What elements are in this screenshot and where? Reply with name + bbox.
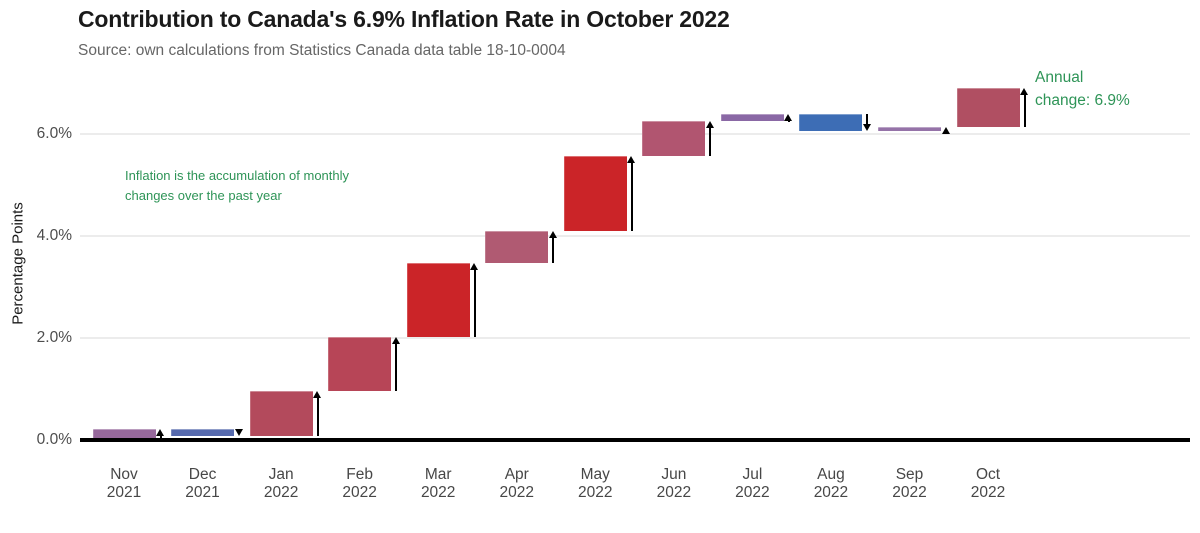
up-arrow-icon (156, 429, 164, 437)
x-tick-text: 2022 (263, 484, 299, 501)
waterfall-bar (799, 114, 863, 131)
x-tick-text: Oct (975, 466, 1001, 483)
down-arrow-icon (862, 123, 871, 131)
up-arrow-icon (313, 390, 322, 398)
chart-title: Contribution to Canada's 6.9% Inflation … (78, 6, 730, 32)
gridline (80, 337, 1190, 339)
x-tick-label: Jun 2022 (632, 466, 716, 502)
down-arrow-icon (234, 429, 243, 437)
x-tick-text: 2022 (656, 484, 692, 501)
up-arrow-icon (470, 263, 479, 271)
waterfall-bar (956, 88, 1020, 128)
up-arrow-icon (705, 121, 714, 129)
x-tick-text: Dec (188, 466, 217, 483)
x-tick-text: 2022 (499, 484, 534, 501)
waterfall-bar (406, 263, 470, 337)
change-arrow-line (473, 270, 476, 337)
change-arrow-line (866, 114, 869, 124)
waterfall-bar (249, 390, 313, 437)
x-tick-text: Jun (661, 466, 687, 483)
x-tick-text: 2022 (735, 484, 770, 501)
change-arrow-line (1023, 95, 1026, 128)
x-tick-label: Jan 2022 (239, 466, 323, 502)
annual-change-note: Annual change: 6.9% (1035, 66, 1130, 112)
x-tick-text: 2022 (578, 484, 613, 501)
x-tick-label: Jul 2022 (710, 466, 794, 502)
y-axis-label: Percentage Points (9, 202, 27, 325)
x-tick-label: Dec 2021 (161, 466, 245, 502)
x-tick-text: Apr (504, 466, 529, 483)
change-arrow-line (159, 436, 162, 440)
x-tick-text: 2021 (185, 484, 220, 501)
x-tick-label: Aug 2022 (789, 466, 873, 502)
x-tick-text: Jul (742, 466, 763, 483)
waterfall-bar (485, 230, 549, 264)
x-tick-label: May 2022 (553, 466, 637, 502)
up-arrow-icon (548, 230, 557, 238)
change-arrow-line (316, 397, 319, 437)
waterfall-bar (878, 127, 941, 131)
up-arrow-icon (1020, 88, 1029, 96)
x-tick-text: Aug (817, 466, 845, 483)
x-tick-text: Nov (110, 466, 138, 483)
x-tick-text: Feb (346, 466, 373, 483)
x-tick-text: 2022 (892, 484, 927, 501)
waterfall-bar (328, 336, 392, 391)
x-tick-label: Oct 2022 (946, 466, 1030, 502)
x-tick-label: Mar 2022 (396, 466, 480, 502)
gridline (80, 235, 1190, 237)
up-arrow-icon (941, 127, 950, 135)
up-arrow-icon (391, 336, 400, 344)
x-tick-text: 2022 (420, 484, 456, 501)
change-arrow-line (709, 128, 712, 157)
x-tick-label: Feb 2022 (318, 466, 402, 502)
x-tick-text: Mar (424, 466, 452, 483)
y-tick-label: 4.0% (36, 227, 72, 244)
y-tick-label: 0.0% (36, 431, 72, 448)
inflation-note-line: Inflation is the accumulation of monthly (125, 168, 350, 183)
annual-change-note-line: Annual (1035, 69, 1084, 86)
x-axis-line (80, 438, 1190, 442)
waterfall-bar (720, 114, 784, 122)
waterfall-bar (92, 429, 156, 440)
annual-change-note-line: change: 6.9% (1035, 92, 1130, 109)
gridline (80, 133, 1190, 135)
waterfall-bar (171, 429, 235, 437)
x-tick-text: 2022 (342, 484, 377, 501)
up-arrow-icon (784, 114, 793, 122)
x-tick-text: 2021 (106, 484, 142, 501)
y-tick-label: 2.0% (36, 329, 72, 346)
x-tick-text: Jan (268, 466, 294, 483)
x-tick-text: Sep (895, 466, 924, 483)
change-arrow-line (552, 237, 555, 264)
waterfall-bar (642, 121, 706, 157)
chart-subtitle: Source: own calculations from Statistics… (78, 42, 566, 59)
x-tick-text: 2022 (970, 484, 1006, 501)
x-tick-label: Apr 2022 (475, 466, 559, 502)
inflation-note: Inflation is the accumulation of monthly… (125, 166, 349, 206)
y-tick-label: 6.0% (36, 125, 72, 142)
x-tick-text: May (580, 466, 610, 483)
change-arrow-line (630, 163, 633, 231)
x-tick-label: Nov 2021 (82, 466, 166, 502)
waterfall-bar (563, 156, 627, 231)
up-arrow-icon (627, 156, 636, 164)
inflation-note-line: changes over the past year (125, 188, 282, 203)
x-tick-text: 2022 (813, 484, 849, 501)
x-tick-label: Sep 2022 (868, 466, 952, 502)
change-arrow-line (395, 343, 398, 391)
